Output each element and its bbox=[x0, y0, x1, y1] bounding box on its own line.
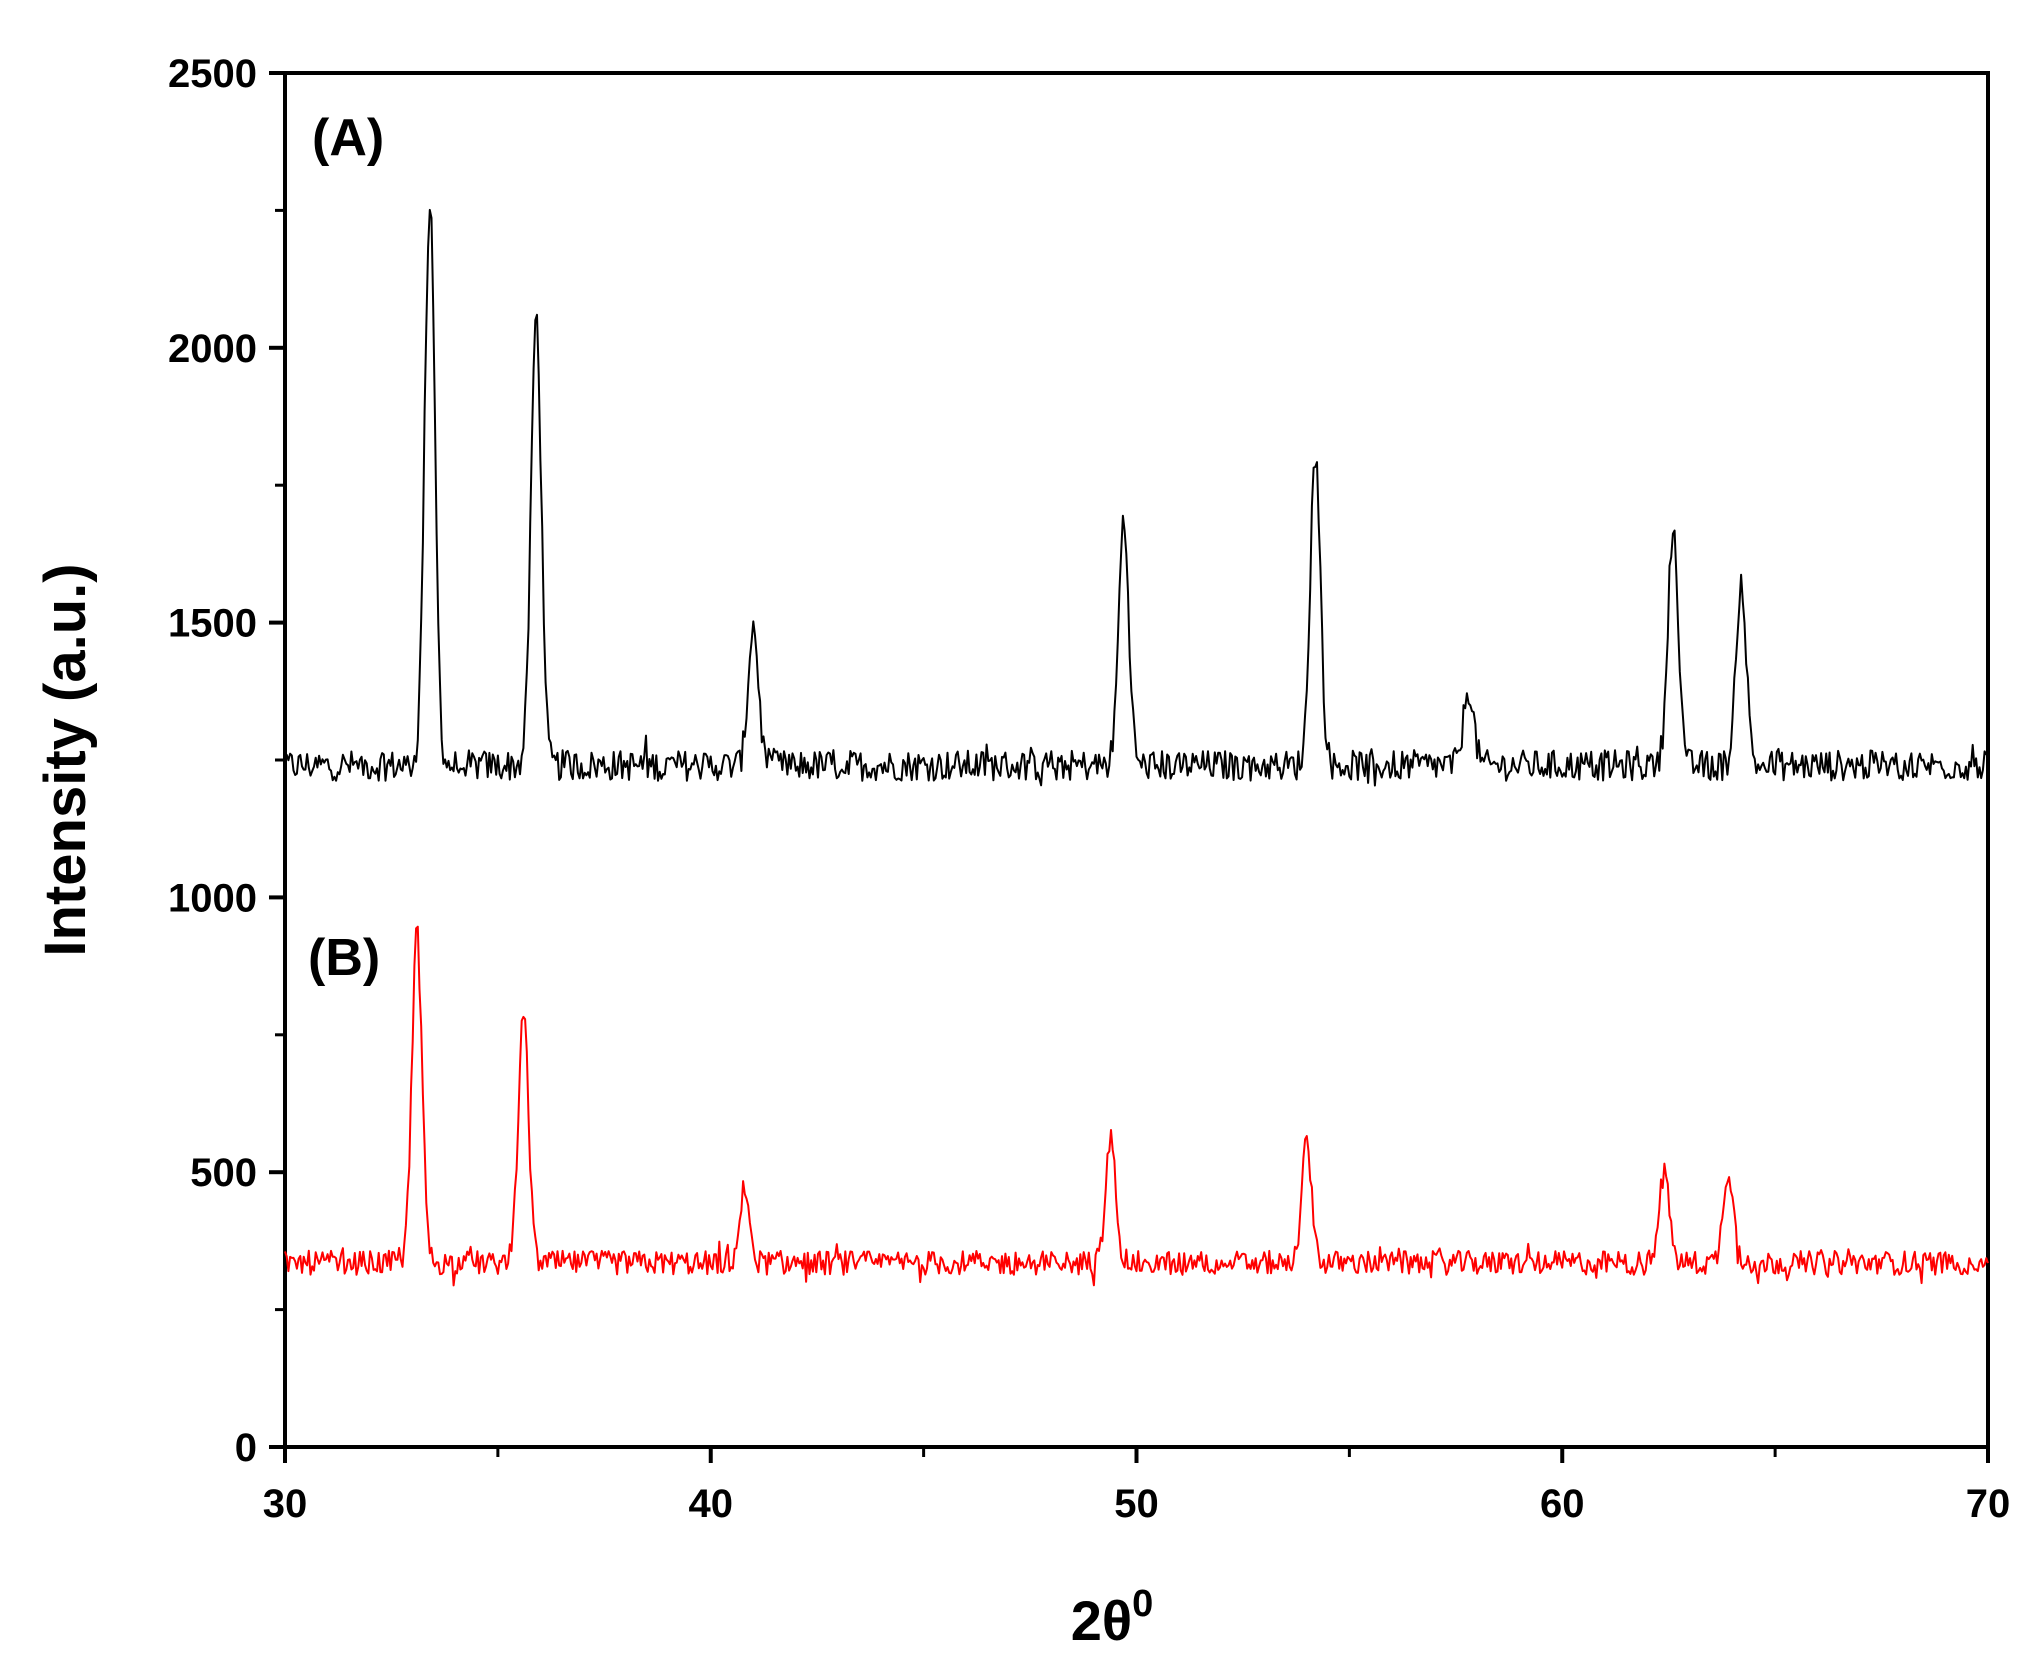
x-axis-label-sup: 0 bbox=[1132, 1583, 1153, 1625]
series-line-1 bbox=[284, 925, 1989, 1287]
x-tick-label: 60 bbox=[1540, 1482, 1585, 1526]
x-axis-label-main: 2θ bbox=[1071, 1589, 1132, 1652]
y-tick-label: 1500 bbox=[168, 602, 257, 646]
annotation-b: (B) bbox=[308, 929, 380, 987]
y-tick-label: 0 bbox=[235, 1426, 257, 1470]
x-tick-label: 50 bbox=[1114, 1482, 1159, 1526]
x-tick-label: 30 bbox=[263, 1482, 308, 1526]
annotation-a: (A) bbox=[312, 109, 384, 167]
x-axis-label: 2θ0 bbox=[1071, 1583, 1154, 1652]
y-tick-label: 2000 bbox=[168, 327, 257, 371]
y-axis-label: Intensity (a.u.) bbox=[33, 563, 98, 956]
y-tick-label: 1000 bbox=[168, 876, 257, 920]
series-layer bbox=[284, 208, 1989, 1287]
series-line-0 bbox=[284, 208, 1989, 787]
plot-frame bbox=[283, 71, 1990, 1449]
x-tick-label: 70 bbox=[1966, 1482, 2011, 1526]
y-tick-label: 2500 bbox=[168, 52, 257, 96]
axis-ticks: 30 40 50 60 70 0 500 1000 1500 2000 2500 bbox=[168, 52, 2010, 1526]
x-tick-label: 40 bbox=[689, 1482, 734, 1526]
y-tick-label: 500 bbox=[190, 1151, 257, 1195]
